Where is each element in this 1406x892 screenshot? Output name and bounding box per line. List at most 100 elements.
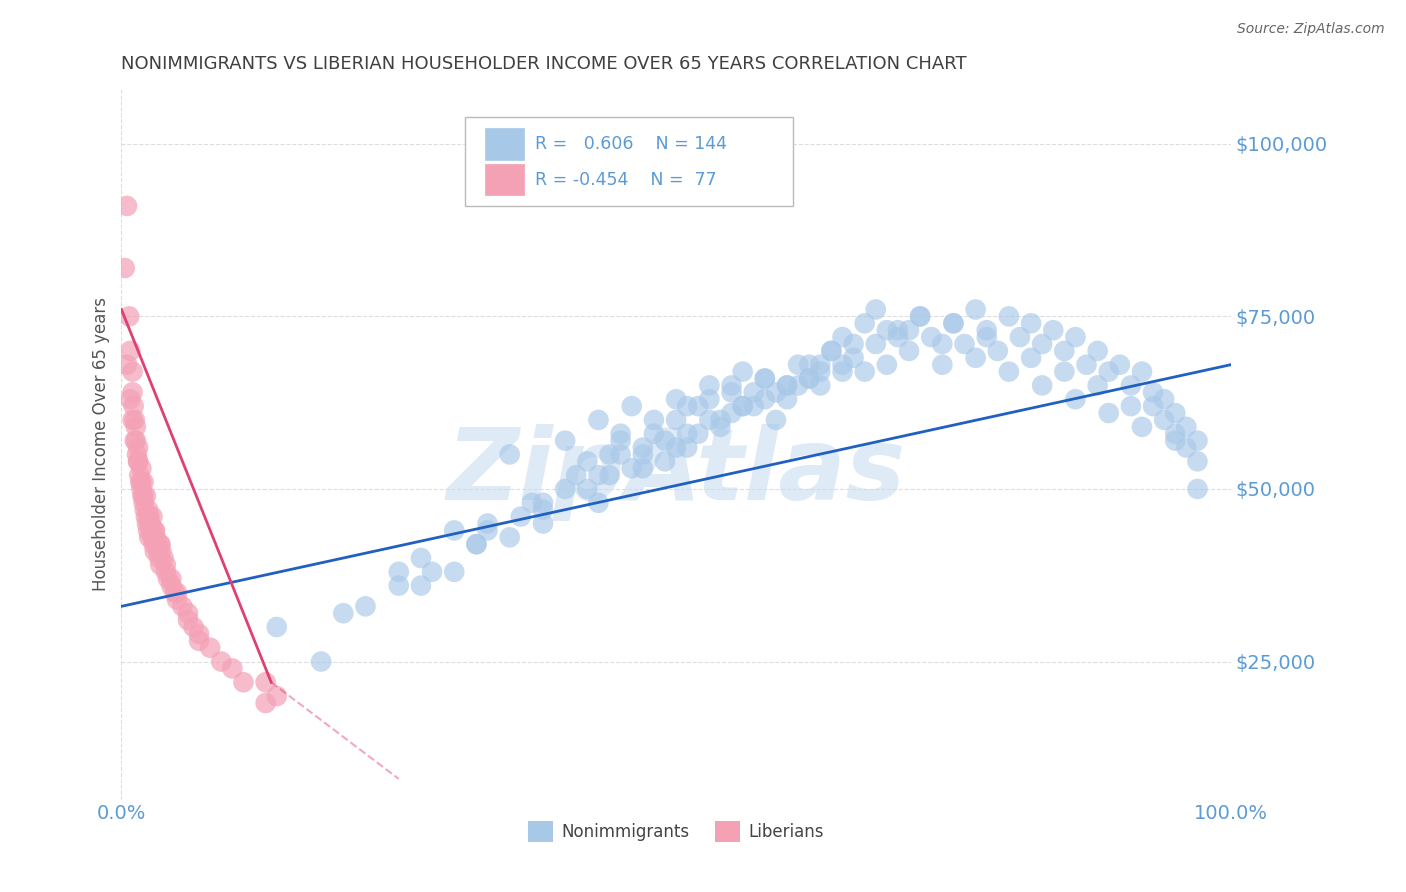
Point — [609, 434, 631, 448]
Point — [976, 330, 998, 344]
Point — [731, 365, 754, 379]
Point — [531, 496, 554, 510]
Point — [127, 441, 149, 455]
Point — [688, 426, 710, 441]
Text: ZipAtlas: ZipAtlas — [447, 424, 905, 521]
Point — [1064, 330, 1087, 344]
Point — [799, 371, 821, 385]
Point — [254, 675, 277, 690]
Point — [499, 530, 522, 544]
Point — [120, 343, 142, 358]
Point — [808, 378, 831, 392]
Point — [138, 530, 160, 544]
Point — [731, 399, 754, 413]
Point — [131, 461, 153, 475]
Point — [554, 482, 576, 496]
Point — [1053, 365, 1076, 379]
Point — [942, 316, 965, 330]
Point — [876, 358, 898, 372]
Point — [124, 413, 146, 427]
Point — [146, 537, 169, 551]
Point — [121, 365, 143, 379]
Point — [609, 426, 631, 441]
Point — [443, 524, 465, 538]
Point — [177, 606, 200, 620]
Point — [1098, 365, 1121, 379]
Point — [799, 371, 821, 385]
Point — [143, 524, 166, 538]
Point — [965, 302, 987, 317]
Point — [699, 392, 721, 407]
Point — [865, 337, 887, 351]
Point — [1142, 399, 1164, 413]
Point — [599, 447, 621, 461]
Point — [1142, 385, 1164, 400]
Point — [831, 365, 853, 379]
Point — [120, 392, 142, 407]
Point — [166, 592, 188, 607]
Point — [143, 544, 166, 558]
Point — [699, 413, 721, 427]
Point — [1108, 358, 1130, 372]
Point — [1064, 392, 1087, 407]
Point — [776, 392, 799, 407]
Point — [787, 358, 810, 372]
Point — [898, 323, 921, 337]
Point — [1019, 316, 1042, 330]
Point — [787, 378, 810, 392]
Point — [134, 502, 156, 516]
Point — [143, 524, 166, 538]
Point — [643, 426, 665, 441]
Point — [141, 524, 163, 538]
Point — [149, 537, 172, 551]
Point — [820, 343, 842, 358]
Point — [138, 509, 160, 524]
Point — [166, 585, 188, 599]
Point — [953, 337, 976, 351]
Point — [125, 447, 148, 461]
Point — [576, 454, 599, 468]
Point — [232, 675, 254, 690]
Point — [127, 454, 149, 468]
Point — [1164, 426, 1187, 441]
Point — [865, 302, 887, 317]
Point — [776, 378, 799, 392]
Point — [742, 385, 765, 400]
Point — [676, 441, 699, 455]
Y-axis label: Householder Income Over 65 years: Householder Income Over 65 years — [93, 297, 110, 591]
Point — [898, 343, 921, 358]
Point — [699, 378, 721, 392]
Point — [998, 365, 1021, 379]
Point — [188, 633, 211, 648]
Point — [531, 516, 554, 531]
Point — [266, 689, 288, 703]
Point — [138, 509, 160, 524]
Point — [754, 392, 776, 407]
Point — [509, 509, 531, 524]
Text: NONIMMIGRANTS VS LIBERIAN HOUSEHOLDER INCOME OVER 65 YEARS CORRELATION CHART: NONIMMIGRANTS VS LIBERIAN HOUSEHOLDER IN… — [121, 55, 967, 73]
Point — [520, 496, 543, 510]
Point — [127, 454, 149, 468]
Point — [765, 385, 787, 400]
Point — [588, 468, 610, 483]
Point — [742, 399, 765, 413]
Point — [654, 434, 676, 448]
Point — [146, 544, 169, 558]
Point — [465, 537, 488, 551]
Point — [198, 640, 221, 655]
Point — [122, 399, 145, 413]
Point — [125, 434, 148, 448]
Point — [160, 579, 183, 593]
Point — [887, 323, 910, 337]
Point — [132, 496, 155, 510]
Point — [1130, 365, 1153, 379]
Point — [709, 420, 731, 434]
Point — [731, 399, 754, 413]
Point — [409, 551, 432, 566]
Point — [631, 447, 654, 461]
Point — [1153, 413, 1175, 427]
Point — [720, 385, 742, 400]
Point — [588, 496, 610, 510]
Point — [720, 406, 742, 420]
Point — [776, 378, 799, 392]
